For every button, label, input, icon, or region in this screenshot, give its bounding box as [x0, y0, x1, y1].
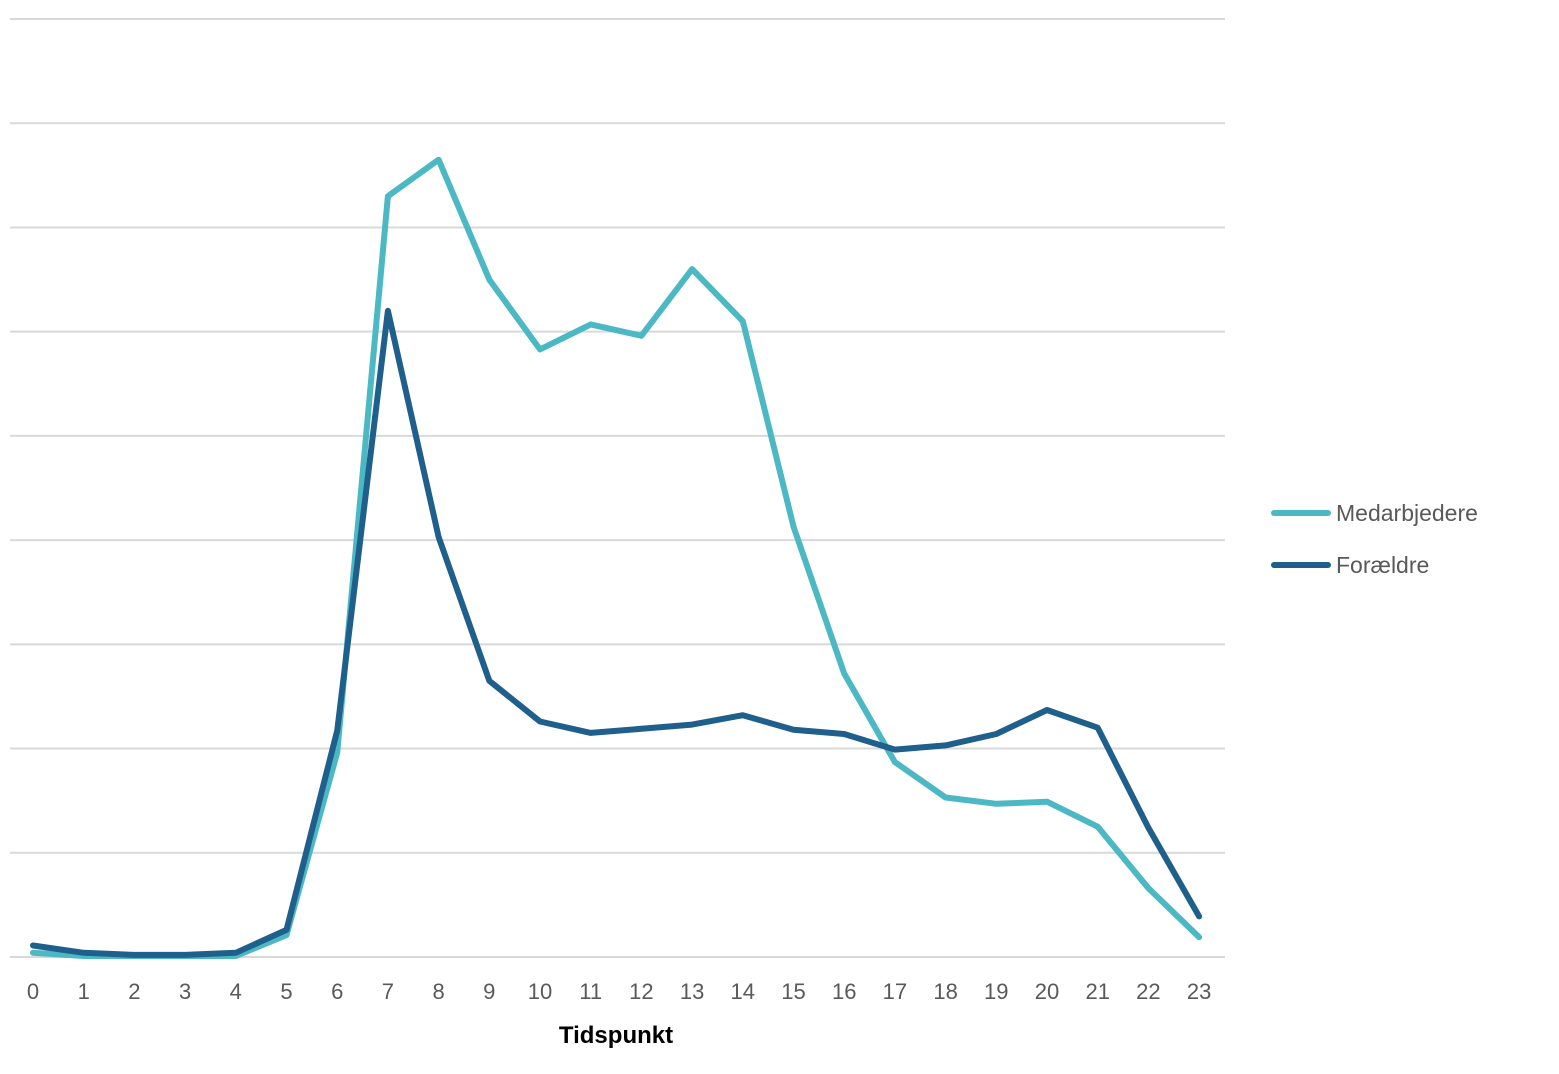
x-tick-label: 22 [1136, 979, 1160, 1004]
series-line-1 [30, 307, 1203, 958]
x-tick-label: 16 [832, 979, 856, 1004]
legend: Medarbjedere Forældre [1271, 500, 1478, 578]
gridlines [10, 18, 1225, 958]
x-tick-label: 9 [483, 979, 495, 1004]
x-tick-label: 23 [1187, 979, 1211, 1004]
x-tick-label: 21 [1085, 979, 1109, 1004]
x-tick-label: 13 [680, 979, 704, 1004]
x-tick-label: 2 [128, 979, 140, 1004]
x-tick-label: 20 [1035, 979, 1059, 1004]
legend-label-1: Forældre [1336, 552, 1429, 578]
x-axis-tick-labels: 0 1 2 3 4 5 6 7 8 9 10 11 12 13 14 15 16 17 18 19 20 21 22 23 [27, 979, 1211, 1004]
x-axis-title: Tidspunkt [559, 1022, 673, 1049]
x-tick-label: 7 [382, 979, 394, 1004]
x-tick-label: 3 [179, 979, 191, 1004]
x-tick-label: 8 [432, 979, 444, 1004]
x-tick-label: 4 [230, 979, 242, 1004]
x-tick-label: 0 [27, 979, 39, 1004]
series-line-0 [30, 156, 1203, 959]
x-tick-label: 19 [984, 979, 1008, 1004]
x-tick-label: 14 [731, 979, 755, 1004]
x-tick-label: 5 [280, 979, 292, 1004]
x-tick-label: 11 [579, 979, 602, 1004]
x-tick-label: 6 [331, 979, 343, 1004]
x-tick-label: 12 [629, 979, 653, 1004]
series-lines [30, 156, 1203, 959]
x-tick-label: 17 [883, 979, 907, 1004]
x-tick-label: 15 [781, 979, 805, 1004]
x-tick-label: 1 [78, 979, 90, 1004]
legend-label-0: Medarbjedere [1336, 500, 1478, 526]
x-tick-label: 10 [528, 979, 552, 1004]
x-tick-label: 18 [933, 979, 957, 1004]
